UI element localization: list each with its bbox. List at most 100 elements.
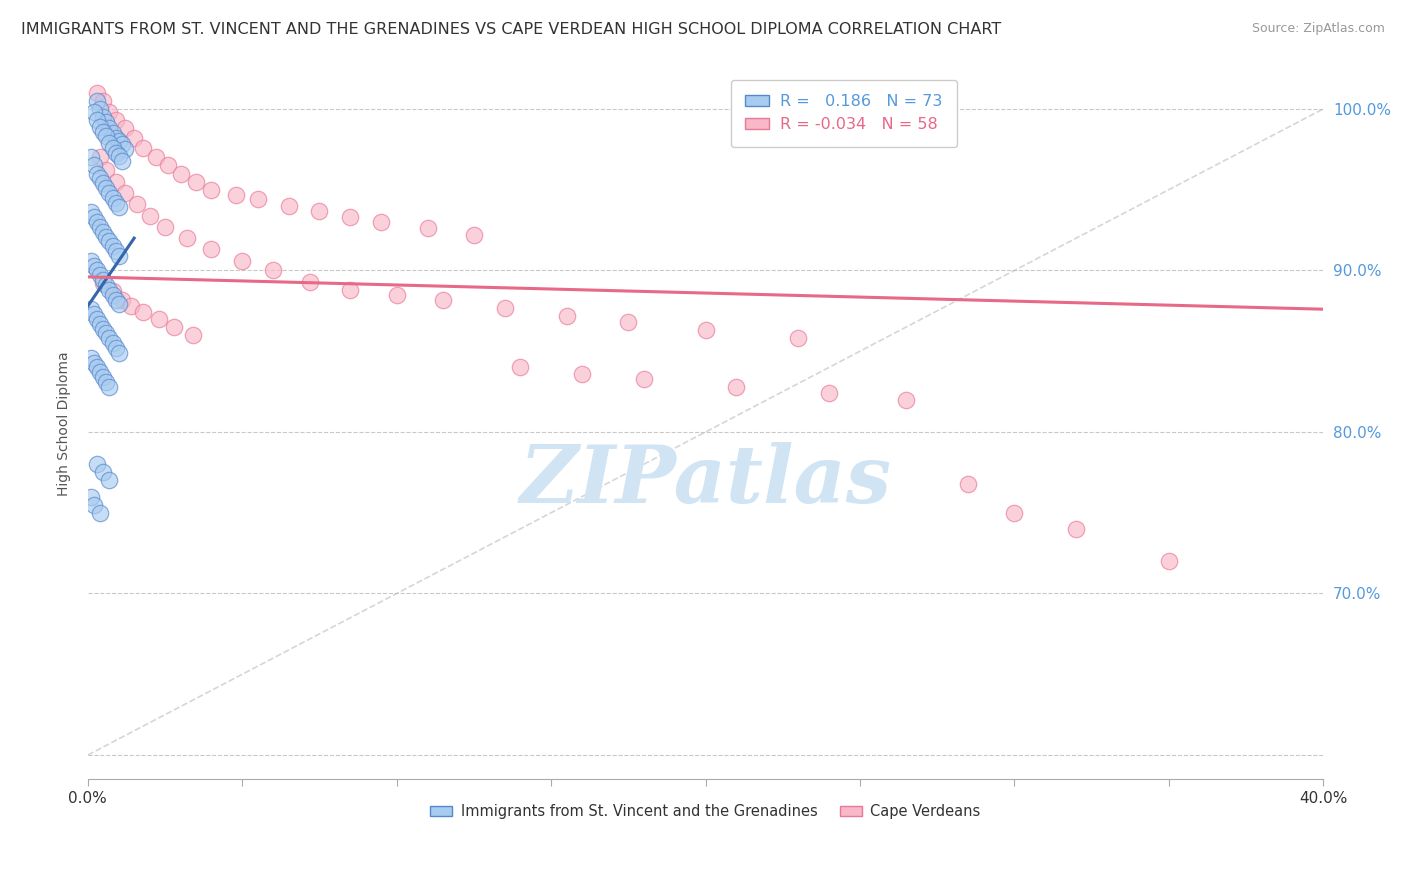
Point [385, 287, 408, 301]
Point [96, 375, 118, 389]
Point [80, 150, 103, 164]
Point [122, 131, 145, 145]
Point [370, 215, 392, 229]
Point [98, 380, 121, 394]
Point [89, 102, 111, 116]
Point [98, 235, 121, 249]
Point [98, 121, 121, 136]
Point [83, 210, 105, 224]
Point [91, 321, 114, 335]
Point [299, 275, 322, 289]
Point [339, 210, 361, 224]
Point [571, 367, 593, 381]
Point [83, 259, 105, 273]
Point [308, 203, 330, 218]
Point [277, 199, 299, 213]
Point [104, 113, 127, 128]
Point [86, 94, 108, 108]
Point [91, 176, 114, 190]
Point [111, 137, 134, 152]
Point [86, 86, 108, 100]
Point [104, 341, 127, 355]
Point [96, 115, 118, 129]
Point [80, 205, 103, 219]
Point [246, 192, 269, 206]
Point [80, 490, 103, 504]
Point [96, 277, 118, 292]
Point [89, 268, 111, 283]
Point [127, 197, 149, 211]
Point [169, 167, 191, 181]
Text: ZIPatlas: ZIPatlas [519, 442, 891, 519]
Point [114, 142, 136, 156]
Point [225, 187, 247, 202]
Point [101, 141, 124, 155]
Point [1064, 522, 1087, 536]
Point [98, 283, 121, 297]
Point [96, 181, 118, 195]
Point [80, 253, 103, 268]
Point [101, 126, 124, 140]
Point [120, 299, 142, 313]
Point [104, 244, 127, 258]
Point [104, 145, 127, 160]
Point [153, 219, 176, 234]
Point [91, 273, 114, 287]
Point [91, 110, 114, 124]
Point [818, 386, 841, 401]
Text: IMMIGRANTS FROM ST. VINCENT AND THE GRENADINES VS CAPE VERDEAN HIGH SCHOOL DIPLO: IMMIGRANTS FROM ST. VINCENT AND THE GREN… [21, 22, 1001, 37]
Point [101, 239, 124, 253]
Point [1157, 554, 1180, 568]
Point [181, 328, 204, 343]
Point [96, 326, 118, 341]
Point [617, 315, 640, 329]
Point [101, 287, 124, 301]
Point [463, 227, 485, 242]
Point [107, 201, 129, 215]
Point [432, 293, 454, 307]
Point [91, 466, 114, 480]
Point [163, 320, 186, 334]
Point [132, 305, 155, 319]
Point [107, 346, 129, 360]
Point [89, 219, 111, 234]
Point [111, 293, 134, 307]
Point [83, 355, 105, 369]
Point [83, 307, 105, 321]
Point [107, 149, 129, 163]
Point [138, 209, 160, 223]
Point [107, 134, 129, 148]
Point [104, 293, 127, 307]
Point [145, 150, 167, 164]
Point [89, 171, 111, 186]
Legend: Immigrants from St. Vincent and the Grenadines, Cape Verdeans: Immigrants from St. Vincent and the Gren… [425, 798, 987, 825]
Point [83, 498, 105, 512]
Point [111, 153, 134, 168]
Point [114, 186, 136, 200]
Point [91, 94, 114, 108]
Point [80, 302, 103, 317]
Point [98, 136, 121, 150]
Point [89, 506, 111, 520]
Point [339, 283, 361, 297]
Point [98, 186, 121, 200]
Point [91, 370, 114, 384]
Point [132, 141, 155, 155]
Point [98, 105, 121, 120]
Point [86, 263, 108, 277]
Point [787, 331, 810, 345]
Point [176, 231, 198, 245]
Point [104, 195, 127, 210]
Point [509, 360, 531, 375]
Point [101, 285, 124, 299]
Point [231, 253, 253, 268]
Point [494, 301, 516, 315]
Point [96, 129, 118, 144]
Point [96, 163, 118, 178]
Point [86, 215, 108, 229]
Point [101, 336, 124, 351]
Point [555, 309, 578, 323]
Point [725, 380, 748, 394]
Point [80, 351, 103, 365]
Point [262, 263, 284, 277]
